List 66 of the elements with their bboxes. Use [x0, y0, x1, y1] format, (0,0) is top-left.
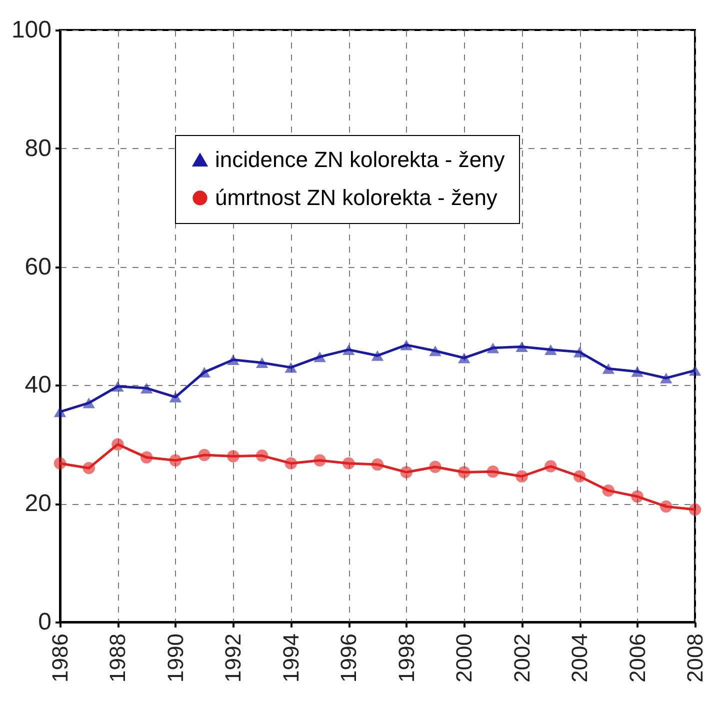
- point: [140, 382, 153, 394]
- y-tick-label: 20: [24, 490, 52, 518]
- point: [688, 503, 702, 516]
- y-tick-label: 60: [24, 253, 52, 280]
- point: [602, 363, 615, 374]
- point: [429, 460, 442, 474]
- point: [140, 451, 153, 464]
- x-tick-label: 2008: [682, 634, 708, 682]
- point: [256, 450, 268, 462]
- point: [169, 392, 182, 402]
- point: [314, 351, 326, 362]
- y-tick-label: 40: [24, 372, 52, 399]
- point: [112, 438, 124, 451]
- legend-label: incidence ZN kolorekta - ženy: [215, 147, 505, 172]
- point: [54, 406, 66, 418]
- point: [573, 346, 586, 358]
- point: [688, 365, 702, 376]
- x-tick-label: 1996: [336, 634, 362, 682]
- x-tick-label: 1994: [278, 634, 304, 682]
- point: [371, 458, 384, 471]
- point: [284, 362, 298, 373]
- point: [342, 344, 355, 355]
- y-tick-label: 0: [38, 608, 52, 636]
- point: [631, 366, 644, 377]
- point: [573, 470, 586, 482]
- x-tick-label: 1998: [394, 634, 419, 682]
- point: [371, 350, 384, 361]
- x-tick-label: 2002: [509, 634, 534, 682]
- point: [82, 398, 95, 408]
- point: [54, 457, 66, 470]
- x-tick-label: 2004: [567, 634, 592, 682]
- y-tick-label: 80: [24, 134, 52, 162]
- point: [486, 466, 500, 478]
- point: [516, 341, 528, 352]
- x-tick-label: 1990: [162, 634, 188, 682]
- x-tick-label: 2000: [452, 634, 477, 682]
- point: [400, 466, 412, 478]
- point: [458, 352, 470, 364]
- point: [198, 448, 210, 462]
- point: [227, 450, 240, 462]
- point: [256, 357, 268, 368]
- legend-label: úmrtnost ZN kolorekta - ženy: [215, 185, 498, 210]
- point: [284, 457, 298, 470]
- point: [516, 470, 528, 482]
- point: [602, 484, 615, 497]
- x-tick-label: 1992: [220, 634, 246, 682]
- point: [169, 454, 182, 466]
- point: [660, 372, 672, 384]
- point: [342, 457, 355, 470]
- point: [400, 340, 412, 350]
- point: [82, 462, 95, 474]
- point: [544, 344, 557, 355]
- point: [458, 466, 470, 478]
- point: [112, 381, 124, 392]
- point: [429, 346, 442, 356]
- point: [660, 500, 672, 513]
- x-tick-label: 1986: [48, 634, 72, 682]
- x-tick-label: 1988: [105, 634, 130, 682]
- point: [486, 342, 500, 354]
- y-tick-label: 100: [11, 16, 52, 44]
- x-tick-label: 2006: [624, 634, 650, 682]
- point: [314, 454, 326, 466]
- point: [631, 490, 644, 503]
- point: [227, 354, 240, 366]
- point: [198, 366, 210, 378]
- point: [544, 460, 557, 472]
